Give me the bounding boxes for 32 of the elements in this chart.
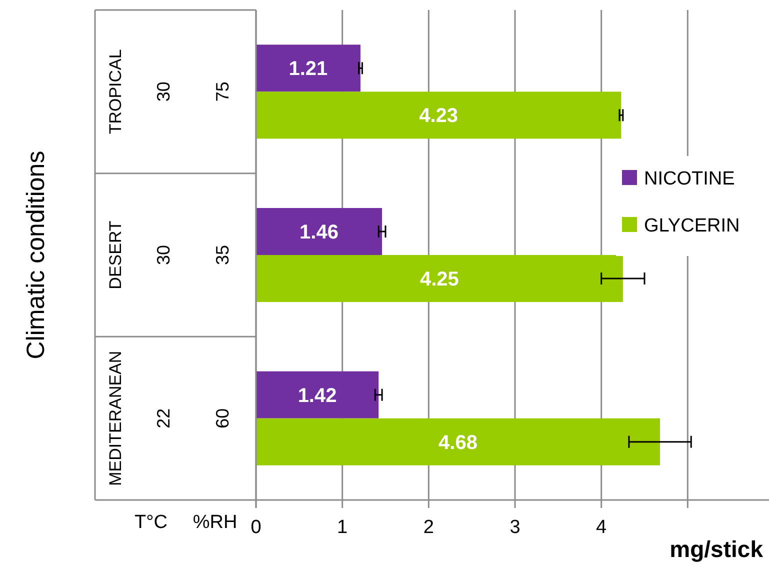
y-tick-label: MEDITERANEAN [106,350,125,486]
bar [256,92,622,139]
bar [256,44,360,92]
y-axis-title: Climatic conditions [22,150,50,360]
data-label: 4.68 [438,432,478,454]
bar [256,255,623,302]
data-label: 4.23 [419,105,458,128]
y-tick-label: DESERT [106,220,125,290]
text: T°C [134,512,168,533]
text: 22 [153,408,174,428]
text: 60 [212,408,232,428]
data-label: 4.25 [420,268,459,290]
y-tick-label: TROPICAL [106,49,125,134]
text: 75 [212,82,232,102]
x-tick-label: 3 [510,517,520,538]
x-tick-label: 1 [337,517,348,538]
text: 30 [153,244,174,266]
bar [256,371,379,418]
legend-label: GLYCERIN [644,216,740,237]
x-tick-label: 0 [250,517,262,538]
data-label: 1.46 [300,222,338,244]
x-tick-label: 4 [596,517,608,538]
legend-label: NICOTINE [644,168,735,190]
x-tick-label: 2 [423,517,434,538]
text: 35 [212,244,232,266]
data-label: 1.42 [298,384,337,407]
data-label: 1.21 [288,58,328,80]
bar [256,418,660,466]
x-axis-title: mg/stick [670,536,764,562]
text: %RH [192,512,238,533]
text: 30 [153,82,174,102]
bar [256,208,382,255]
